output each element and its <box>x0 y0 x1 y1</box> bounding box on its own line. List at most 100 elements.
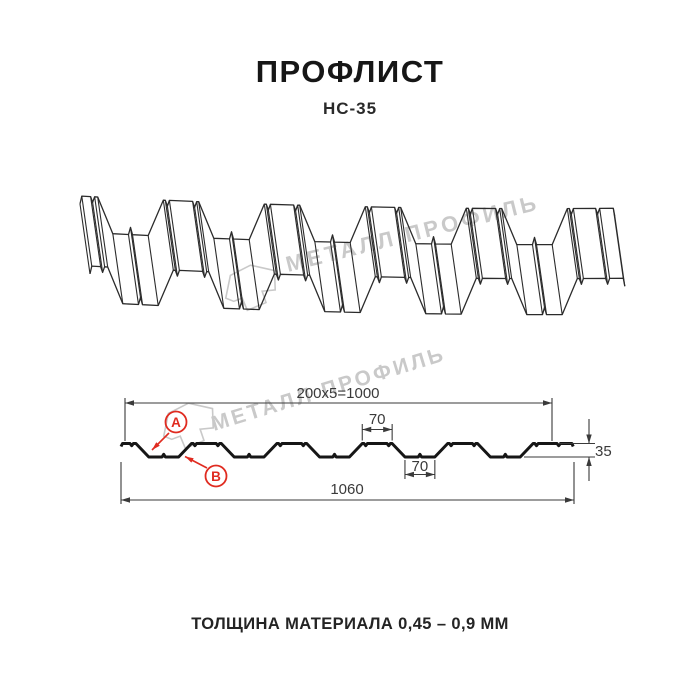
sheet-rib-line <box>331 234 344 305</box>
sheet-rib-line <box>394 207 406 278</box>
sheet-rib-line <box>364 206 376 277</box>
sheet-rib-line <box>329 241 342 313</box>
metall-profil-logo-icon <box>224 264 277 312</box>
sheet-rib-line <box>599 208 611 279</box>
sheet-rib-line <box>497 214 509 285</box>
sheet-rib-line <box>162 200 174 271</box>
sheet-rib-line <box>299 205 311 276</box>
dim-arrowhead <box>383 426 393 433</box>
metall-profil-logo-icon <box>162 402 215 450</box>
sheet-rib-line <box>566 208 578 279</box>
sheet-rib-line <box>467 208 479 279</box>
sheet-rib-line <box>230 231 243 302</box>
sheet-rib-line <box>597 214 609 285</box>
sheet-rib-line <box>366 206 378 277</box>
callout-layer: АВ <box>151 410 228 488</box>
svg-text:70: 70 <box>369 411 386 428</box>
sheet-rib-line <box>501 208 513 279</box>
sheet-rib-line <box>314 241 326 312</box>
dimension-overall: 1060 <box>120 462 575 504</box>
page-title: ПРОФЛИСТ <box>255 54 445 89</box>
sheet-rib-line <box>533 237 546 308</box>
sheet-rib-line <box>432 236 445 307</box>
sheet-rib-line <box>469 214 481 285</box>
sheet-rib-line <box>430 243 443 314</box>
svg-text:200x5=1000: 200x5=1000 <box>297 385 380 402</box>
sheet-rib-line <box>79 203 91 274</box>
sheet-rib-line <box>131 234 144 305</box>
sheet-far-edge <box>79 195 616 246</box>
sheet-rib-line <box>213 238 225 309</box>
sheet-rib-line <box>535 244 548 315</box>
sheet-rib-line <box>147 235 159 306</box>
dim-arrowhead <box>543 400 552 406</box>
sheet-rib-line <box>196 201 208 272</box>
sheet-rib-line <box>400 207 412 278</box>
sheet-rib-line <box>92 202 104 273</box>
svg-text:70: 70 <box>412 458 429 475</box>
dim-arrowhead <box>586 457 592 466</box>
sheet-rib-line <box>295 210 307 281</box>
dim-arrowhead <box>425 471 435 478</box>
sheet-rib-line <box>595 208 607 279</box>
svg-text:1060: 1060 <box>330 481 363 498</box>
sheet-rib-line <box>396 213 408 284</box>
dimension-span: 200x5=1000 <box>124 385 553 441</box>
sheet-rib-line <box>164 200 176 271</box>
sheet-rib-line <box>265 204 277 275</box>
svg-text:35: 35 <box>595 443 612 460</box>
callout-a-arrowhead <box>152 442 160 450</box>
dimension-valley: 70 <box>404 458 436 479</box>
sheet-rib-line <box>112 233 124 304</box>
sheet-rib-line <box>267 209 279 281</box>
sheet-rib-line <box>415 243 427 314</box>
dim-arrowhead <box>586 434 592 444</box>
sheet-rib-line <box>198 201 210 272</box>
dimension-crest: 70 <box>361 411 393 441</box>
sheet-rib-line <box>434 243 447 315</box>
callout-b-circle <box>204 464 228 488</box>
sheet-rib-line <box>129 227 142 298</box>
callout-b: В <box>184 455 228 488</box>
sheet-rib-line <box>127 234 140 305</box>
sheet-rib-line <box>97 196 109 268</box>
cross-section-profile <box>119 442 575 459</box>
sheet-rib-line <box>81 196 93 267</box>
sheet-rib-line <box>263 204 275 275</box>
dim-arrowhead <box>121 497 130 503</box>
sheet-rib-line <box>398 207 410 278</box>
sheet-rib-line <box>232 238 245 310</box>
sheet-rib-line <box>370 206 382 278</box>
sheet-rib-line <box>90 196 102 267</box>
sheet-rib-line <box>570 214 582 285</box>
sheet-rib-line <box>248 239 260 310</box>
sheet-rib-line <box>572 208 584 279</box>
sheet-rib-line <box>465 208 477 279</box>
sheet-rib-line <box>293 204 305 276</box>
dim-arrowhead <box>362 426 372 433</box>
thickness-note: ТОЛЩИНА МАТЕРИАЛА 0,45 – 0,9 ММ <box>191 615 509 633</box>
sheet-rib-line <box>450 244 462 315</box>
dim-arrowhead <box>125 400 134 406</box>
callout-b-arrowhead <box>185 456 194 463</box>
profile-model: НС-35 <box>322 99 378 118</box>
sheet-rib-line <box>516 244 528 315</box>
sheet-rib-line <box>614 216 626 287</box>
cross-section-drawing <box>119 442 575 459</box>
sheet-rib-line <box>333 242 346 313</box>
sheet-rib-line <box>368 212 380 283</box>
sheet-rib-line <box>94 196 106 267</box>
sheet-rib-line <box>349 242 361 313</box>
dim-arrowhead <box>565 497 574 503</box>
sheet-rib-line <box>269 204 281 275</box>
dimension-height: 35 <box>524 419 612 481</box>
callout-a-circle <box>164 410 188 434</box>
dim-arrowhead <box>404 471 414 478</box>
callout-a: А <box>151 410 188 451</box>
dimension-layer: 200x5=1000 1060 70 70 35 <box>120 385 612 504</box>
sheet-rib-line <box>495 208 507 279</box>
sheet-rib-line <box>499 208 511 279</box>
